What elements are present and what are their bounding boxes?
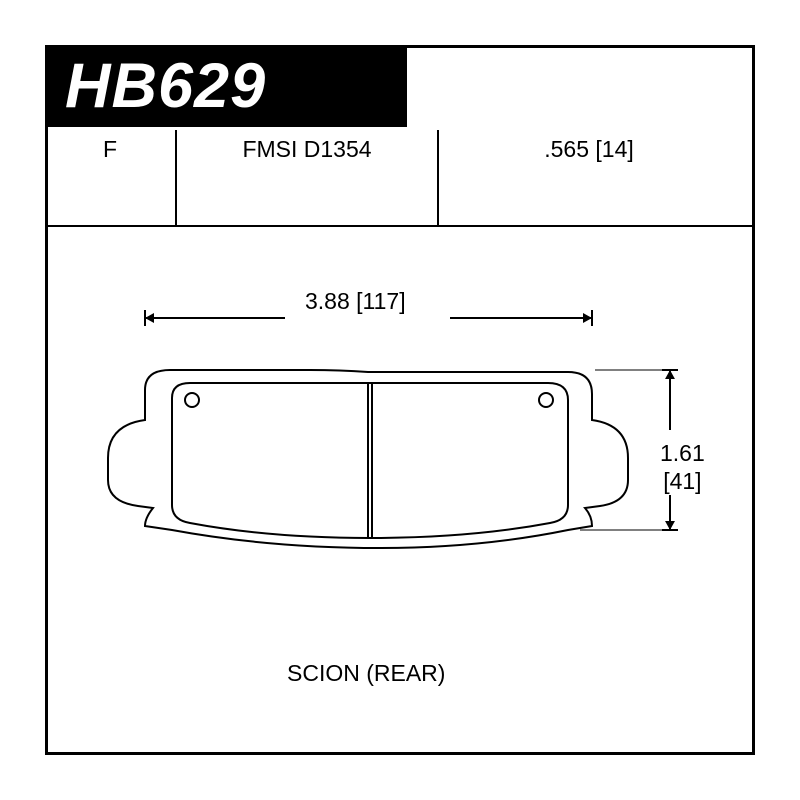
part-number: HB629 xyxy=(65,50,266,122)
info-divider xyxy=(48,225,752,227)
spec-fmsi-label: FMSI D1354 xyxy=(242,136,371,162)
spec-col-fmsi: FMSI D1354 xyxy=(177,130,437,163)
part-number-header: HB629 xyxy=(45,45,407,127)
spec-thickness-label: .565 [14] xyxy=(544,136,634,162)
brake-pad-drawing xyxy=(80,280,740,620)
product-label: SCION (REAR) xyxy=(287,660,445,687)
spec-f-label: F xyxy=(103,136,117,162)
spec-col-f: F xyxy=(45,130,175,163)
spec-col-thickness: .565 [14] xyxy=(439,130,739,163)
spec-row: F FMSI D1354 .565 [14] xyxy=(45,130,739,225)
